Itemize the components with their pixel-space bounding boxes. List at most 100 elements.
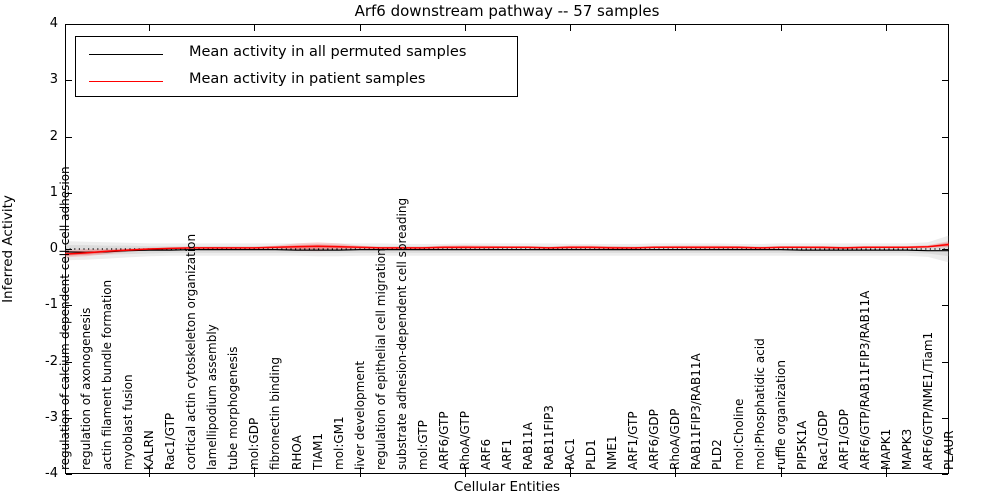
y-tick-label: -1 xyxy=(45,297,58,313)
chart-title: Arf6 downstream pathway -- 57 samples xyxy=(354,2,660,20)
y-tick-mark-left xyxy=(66,192,72,194)
category-label: TIAM1 xyxy=(310,432,325,470)
category-label: PLD1 xyxy=(584,439,599,470)
category-label: MAPK3 xyxy=(899,428,914,470)
legend-line-black xyxy=(89,54,163,55)
x-tick-mark-top xyxy=(464,25,466,31)
y-tick-mark-left xyxy=(66,24,72,25)
category-label: RAB11A xyxy=(521,422,536,470)
category-label: ARF1/GTP xyxy=(626,411,641,470)
legend-line-red xyxy=(89,81,163,82)
category-label: cortical actin cytoskeleton organization xyxy=(184,233,199,470)
category-label: RAB11FIP3 xyxy=(542,405,557,470)
category-label: RhoA/GTP xyxy=(457,411,472,470)
category-label: PLD2 xyxy=(710,439,725,470)
x-axis-label: Cellular Entities xyxy=(453,479,561,495)
category-label: ARF6 xyxy=(478,438,493,470)
x-tick-mark-top xyxy=(780,25,782,31)
x-tick-mark-bottom xyxy=(254,467,256,477)
y-tick-label: 1 xyxy=(49,184,58,200)
category-label: mol:GM1 xyxy=(331,416,346,470)
patient-inner-band xyxy=(65,242,949,256)
y-tick-label: 3 xyxy=(49,72,58,88)
y-tick-mark-left xyxy=(66,136,72,138)
category-label: NME1 xyxy=(605,435,620,470)
y-tick-mark-left xyxy=(66,305,72,307)
category-label: substrate adhesion-dependent cell spread… xyxy=(394,197,409,470)
x-tick-mark-top xyxy=(149,25,151,31)
x-tick-mark-bottom xyxy=(675,467,677,477)
y-tick-mark-right xyxy=(942,80,948,82)
x-tick-mark-bottom xyxy=(464,467,466,477)
category-label: PIP5K1A xyxy=(794,420,809,470)
category-label: RAC1 xyxy=(563,438,578,470)
category-label: regulation of epithelial cell migration xyxy=(373,248,388,470)
x-tick-mark-bottom xyxy=(570,467,572,477)
x-tick-mark-bottom xyxy=(149,467,151,477)
y-tick-mark-left xyxy=(66,361,72,363)
category-label: MAPK1 xyxy=(878,428,893,470)
legend-label: Mean activity in patient samples xyxy=(189,71,426,87)
legend-entry-permuted: Mean activity in all permuted samples xyxy=(76,40,517,68)
category-label: Rac1/GTP xyxy=(163,412,178,470)
category-label: mol:Choline xyxy=(731,398,746,470)
y-tick-mark-right xyxy=(942,417,948,419)
y-tick-mark-left xyxy=(66,249,72,250)
category-label: liver development xyxy=(352,360,367,470)
x-tick-mark-bottom xyxy=(885,467,887,477)
y-tick-mark-left xyxy=(66,474,72,475)
category-label: RhoA/GDP xyxy=(668,408,683,470)
category-label: ARF6/GTP xyxy=(436,411,451,470)
y-tick-mark-right xyxy=(942,136,948,138)
permuted-mean-line xyxy=(65,249,949,254)
category-label: myoblast fusion xyxy=(121,374,136,470)
y-tick-label: -4 xyxy=(45,466,58,481)
legend: Mean activity in all permuted samples Me… xyxy=(75,36,518,97)
x-tick-mark-top xyxy=(359,25,361,31)
category-label: mol:GTP xyxy=(415,420,430,470)
category-label: RAB11FIP3/RAB11A xyxy=(689,353,704,470)
x-tick-mark-top xyxy=(885,25,887,31)
category-label: regulation of axonogenesis xyxy=(79,307,94,470)
x-tick-mark-top xyxy=(570,25,572,31)
y-tick-mark-right xyxy=(942,192,948,194)
category-label: ARF6/GDP xyxy=(647,409,662,470)
category-label: ARF6/GTP/NME1/Tiam1 xyxy=(920,331,935,470)
category-label: ARF1 xyxy=(500,438,514,470)
y-tick-mark-right xyxy=(942,249,948,250)
y-tick-mark-left xyxy=(66,80,72,82)
x-tick-mark-top xyxy=(675,25,677,31)
y-tick-mark-left xyxy=(66,417,72,419)
category-label: ARF6/GTP/RAB11FIP3/RAB11A xyxy=(857,290,872,470)
category-label: mol:Phosphatidic acid xyxy=(752,338,767,470)
legend-label: Mean activity in all permuted samples xyxy=(189,44,467,60)
y-tick-label: 0 xyxy=(49,241,58,256)
category-label: ARF1/GDP xyxy=(836,409,851,470)
patient-mean-line xyxy=(65,243,949,255)
y-tick-label: 2 xyxy=(49,128,58,144)
legend-entry-patient: Mean activity in patient samples xyxy=(76,67,517,95)
y-tick-mark-right xyxy=(942,305,948,307)
x-tick-mark-bottom xyxy=(780,467,782,477)
category-label: regulation of calcium-dependent cell-cel… xyxy=(58,166,72,470)
x-tick-mark-top xyxy=(254,25,256,31)
y-tick-mark-right xyxy=(942,24,948,25)
y-tick-mark-right xyxy=(942,361,948,363)
category-label: tube morphogenesis xyxy=(226,346,241,470)
y-tick-label: -3 xyxy=(45,409,58,425)
category-label: actin filament bundle formation xyxy=(100,279,115,470)
patient-outer-band xyxy=(65,241,949,258)
category-label: lamellipodium assembly xyxy=(205,324,220,470)
category-label: ruffle organization xyxy=(773,360,788,470)
chart-canvas xyxy=(65,235,949,263)
y-tick-label: -2 xyxy=(45,353,58,369)
y-tick-label: 4 xyxy=(49,16,58,31)
category-label: RHOA xyxy=(289,435,304,470)
x-tick-mark-bottom xyxy=(359,467,361,477)
category-label: Rac1/GDP xyxy=(815,410,830,470)
category-label: PLAUR xyxy=(942,430,956,470)
y-tick-mark-right xyxy=(942,474,948,475)
category-label: KALRN xyxy=(142,430,157,470)
category-label: fibronectin binding xyxy=(268,357,283,470)
